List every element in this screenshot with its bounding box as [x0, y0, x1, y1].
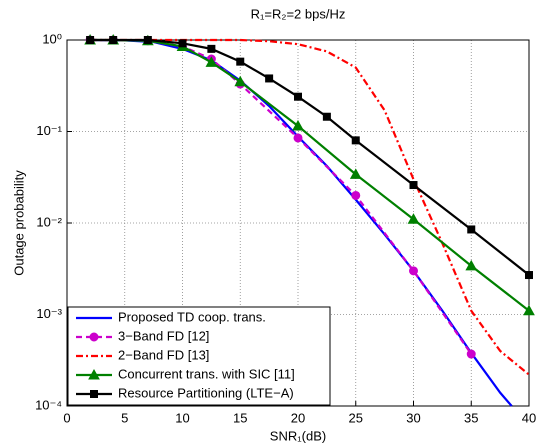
- marker: [234, 75, 247, 87]
- marker: [466, 349, 476, 359]
- marker: [86, 36, 95, 44]
- legend: Proposed TD coop. trans. 3−Band FD [12] 2−…: [67, 306, 331, 406]
- y-axis-label: Outage probability: [11, 170, 26, 276]
- marker: [88, 368, 100, 380]
- marker: [525, 271, 533, 280]
- x-tick-label: 15: [233, 410, 247, 425]
- marker: [523, 304, 535, 316]
- x-tick-label: 35: [464, 410, 478, 425]
- y-tick-label: 10⁰: [42, 31, 62, 46]
- x-tick-label: 10: [175, 410, 189, 425]
- marker: [293, 133, 303, 143]
- legend-label: 2−Band FD [13]: [118, 347, 209, 362]
- marker: [351, 190, 361, 200]
- y-tick-label: 10⁻⁴: [35, 397, 62, 412]
- legend-label: Concurrent trans. with SIC [11]: [118, 366, 295, 381]
- marker: [89, 332, 99, 342]
- marker: [236, 57, 245, 66]
- marker: [292, 119, 304, 131]
- legend-label: Proposed TD coop. trans.: [118, 309, 266, 324]
- marker: [467, 225, 476, 234]
- legend-label: Resource Partitioning (LTE−A): [118, 385, 294, 400]
- marker: [90, 390, 98, 398]
- y-tick-label: 10⁻³: [36, 306, 62, 321]
- marker: [407, 213, 420, 224]
- chart-title: R₁=R₂=2 bps/Hz: [251, 6, 346, 21]
- marker: [178, 39, 187, 48]
- x-tick-label: 40: [522, 410, 536, 425]
- marker: [265, 74, 274, 83]
- marker: [322, 112, 331, 121]
- legend-label: 3−Band FD [12]: [118, 328, 209, 343]
- marker: [205, 56, 218, 67]
- marker: [143, 36, 152, 44]
- y-tick-label: 10⁻¹: [36, 123, 62, 138]
- marker: [207, 44, 216, 53]
- marker: [409, 266, 418, 276]
- series-line: [90, 38, 530, 376]
- x-tick-label: 30: [406, 410, 420, 425]
- y-tick-label: 10⁻²: [36, 214, 62, 229]
- marker: [294, 92, 302, 101]
- marker: [109, 36, 118, 44]
- x-tick-label: 20: [291, 410, 305, 425]
- marker: [409, 181, 418, 190]
- plot-frame: [66, 39, 530, 407]
- x-tick-label: 5: [121, 410, 128, 425]
- marker: [351, 136, 360, 145]
- x-tick-label: 0: [63, 410, 70, 425]
- x-axis-label: SNR₁(dB): [270, 428, 326, 443]
- x-tick-label: 25: [349, 410, 363, 425]
- marker: [349, 168, 362, 179]
- marker: [465, 259, 478, 271]
